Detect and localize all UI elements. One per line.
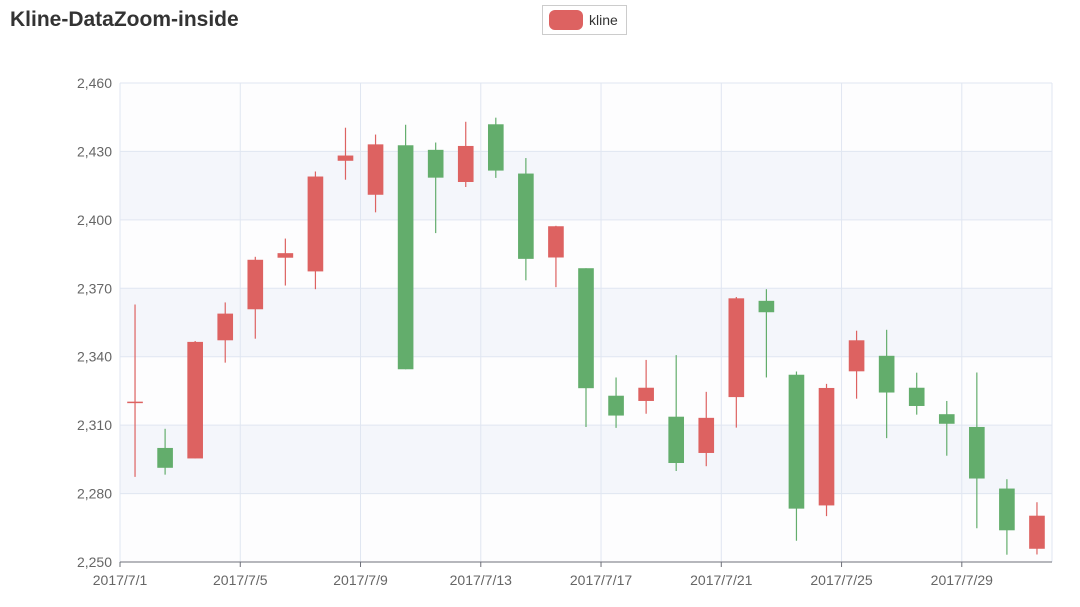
candle-body bbox=[247, 259, 264, 310]
candle-body bbox=[938, 414, 955, 424]
candle-body bbox=[969, 426, 985, 479]
x-tick-label: 2017/7/13 bbox=[450, 572, 512, 588]
x-tick-label: 2017/7/29 bbox=[931, 572, 993, 588]
candle-body bbox=[157, 447, 173, 468]
candle bbox=[668, 355, 685, 471]
candle bbox=[728, 296, 745, 428]
candle-body bbox=[788, 374, 805, 509]
axes bbox=[119, 561, 1052, 567]
candle-body bbox=[307, 176, 324, 272]
candle-body bbox=[668, 416, 685, 464]
candle bbox=[307, 171, 324, 290]
candle-body bbox=[518, 173, 534, 259]
candle-body bbox=[758, 300, 775, 313]
candle bbox=[457, 121, 474, 188]
candle bbox=[127, 304, 143, 477]
candle bbox=[487, 117, 504, 178]
candle bbox=[638, 359, 654, 414]
candle bbox=[157, 428, 173, 475]
x-axis-labels: 2017/7/1 2017/7/5 2017/7/9 2017/7/13 2017/7/… bbox=[93, 572, 993, 588]
candle-body bbox=[999, 488, 1015, 531]
candle-body bbox=[638, 387, 654, 401]
y-tick-label: 2,280 bbox=[77, 486, 112, 502]
candle bbox=[969, 372, 985, 529]
x-tick-label: 2017/7/1 bbox=[93, 572, 148, 588]
candle-body bbox=[548, 226, 564, 258]
y-tick-label: 2,310 bbox=[77, 417, 112, 433]
candle bbox=[848, 330, 865, 399]
candle bbox=[217, 302, 234, 363]
candle bbox=[397, 124, 414, 370]
y-tick-label: 2,250 bbox=[77, 554, 112, 570]
candle-body bbox=[1029, 515, 1045, 549]
candle-body bbox=[728, 298, 745, 398]
candle bbox=[908, 372, 925, 415]
candle bbox=[247, 256, 264, 339]
candle bbox=[878, 329, 895, 439]
grid-bands bbox=[120, 83, 1052, 562]
horizontal-grid bbox=[120, 82, 1052, 495]
candle bbox=[788, 371, 805, 541]
candle bbox=[698, 391, 715, 467]
candle bbox=[938, 400, 955, 456]
y-axis-labels: 2,250 2,280 2,310 2,340 2,370 2,400 2,430 2,460 bbox=[77, 75, 112, 570]
candle-body bbox=[457, 145, 474, 182]
grid-band bbox=[120, 425, 1052, 494]
candle-body bbox=[818, 387, 835, 506]
candle bbox=[548, 225, 564, 288]
grid-band bbox=[120, 151, 1052, 220]
x-tick-label: 2017/7/25 bbox=[810, 572, 872, 588]
candle-body bbox=[848, 340, 865, 372]
candle bbox=[277, 238, 294, 286]
candle-body bbox=[698, 417, 715, 453]
candle-body bbox=[878, 355, 895, 393]
candle-body bbox=[578, 268, 594, 389]
candle bbox=[578, 268, 594, 427]
candle-body bbox=[187, 341, 203, 459]
candlestick-series bbox=[127, 117, 1045, 555]
candle bbox=[999, 479, 1015, 555]
candle bbox=[758, 289, 775, 378]
y-tick-label: 2,460 bbox=[77, 75, 112, 91]
candle bbox=[337, 127, 354, 180]
candle bbox=[608, 377, 624, 428]
legend-item-kline[interactable]: kline bbox=[542, 5, 627, 35]
candle-body bbox=[397, 145, 414, 370]
candle-body bbox=[367, 144, 384, 195]
candle bbox=[427, 142, 444, 234]
candle-body bbox=[127, 401, 143, 404]
grid-band bbox=[120, 493, 1052, 562]
y-tick-label: 2,340 bbox=[77, 349, 112, 365]
candle-body bbox=[908, 387, 925, 406]
y-tick-label: 2,400 bbox=[77, 212, 112, 228]
candle bbox=[818, 383, 835, 517]
grid-band bbox=[120, 83, 1052, 152]
candle-body bbox=[337, 155, 354, 161]
candle-body bbox=[277, 253, 294, 258]
vertical-grid bbox=[119, 83, 1053, 562]
y-tick-label: 2,370 bbox=[77, 280, 112, 296]
legend-swatch bbox=[549, 10, 583, 30]
candle-body bbox=[427, 149, 444, 178]
candle-body bbox=[487, 124, 504, 171]
x-tick-label: 2017/7/17 bbox=[570, 572, 632, 588]
x-tick-label: 2017/7/9 bbox=[333, 572, 388, 588]
candle bbox=[367, 134, 384, 213]
candle bbox=[187, 340, 203, 459]
candle-body bbox=[608, 395, 624, 416]
candle bbox=[518, 158, 534, 281]
candle-body bbox=[217, 313, 234, 341]
chart-title: Kline-DataZoom-inside bbox=[10, 8, 239, 31]
legend-label: kline bbox=[589, 12, 618, 28]
y-tick-label: 2,430 bbox=[77, 143, 112, 159]
x-tick-label: 2017/7/21 bbox=[690, 572, 752, 588]
candle bbox=[1029, 502, 1045, 555]
x-tick-label: 2017/7/5 bbox=[213, 572, 268, 588]
